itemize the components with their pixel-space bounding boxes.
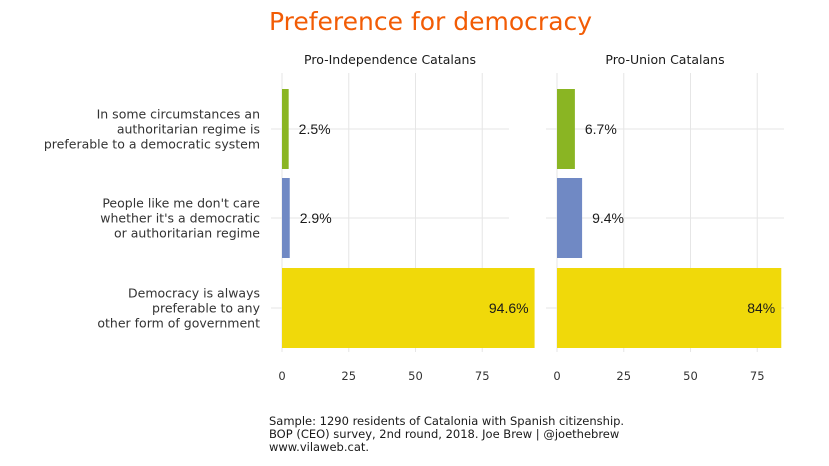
x-tick-label: 25 bbox=[616, 369, 631, 383]
x-tick-label: 50 bbox=[683, 369, 698, 383]
x-tick-label: 0 bbox=[553, 369, 560, 383]
category-label-line: other form of government bbox=[97, 316, 260, 331]
category-label-line: preferable to a democratic system bbox=[44, 137, 260, 152]
x-tick-label: 50 bbox=[408, 369, 423, 383]
bar bbox=[557, 268, 782, 348]
category-label-line: whether it's a democratic bbox=[100, 211, 260, 226]
category-label-line: People like me don't care bbox=[102, 196, 260, 211]
facet-panel: Pro-Union Catalans 6.7% 9.4% 84% 0 25 50 75 bbox=[546, 52, 784, 383]
data-label: 6.7% bbox=[585, 121, 617, 137]
caption-line-1: Sample: 1290 residents of Catalonia with… bbox=[269, 414, 624, 428]
facet-panel: Pro-Independence Catalans 2.5% 2.9% 94.6% 0 2… bbox=[271, 52, 535, 383]
data-label: 94.6% bbox=[489, 300, 529, 316]
caption-line-2: BOP (CEO) survey, 2nd round, 2018. Joe B… bbox=[269, 427, 619, 441]
x-tick-label: 75 bbox=[475, 369, 490, 383]
data-label: 84% bbox=[747, 300, 775, 316]
x-tick-label: 0 bbox=[278, 369, 285, 383]
bar bbox=[282, 89, 289, 169]
x-tick-label: 25 bbox=[341, 369, 356, 383]
category-label-line: or authoritarian regime bbox=[114, 226, 260, 241]
bar bbox=[282, 178, 290, 258]
category-label-line: Democracy is always bbox=[128, 286, 260, 301]
bar bbox=[282, 268, 535, 348]
category-label-line: In some circumstances an bbox=[97, 107, 260, 122]
bar bbox=[557, 178, 583, 258]
data-label: 2.9% bbox=[300, 210, 332, 226]
facet-title: Pro-Independence Catalans bbox=[304, 52, 476, 67]
category-label-line: authoritarian regime is bbox=[117, 122, 260, 137]
chart-title: Preference for democracy bbox=[269, 7, 592, 36]
caption-line-3: www.vilaweb.cat. bbox=[269, 440, 369, 454]
x-tick-label: 75 bbox=[750, 369, 765, 383]
bar bbox=[557, 89, 575, 169]
category-label-line: preferable to any bbox=[152, 301, 261, 316]
data-label: 2.5% bbox=[299, 121, 331, 137]
data-label: 9.4% bbox=[592, 210, 624, 226]
facet-title: Pro-Union Catalans bbox=[605, 52, 724, 67]
